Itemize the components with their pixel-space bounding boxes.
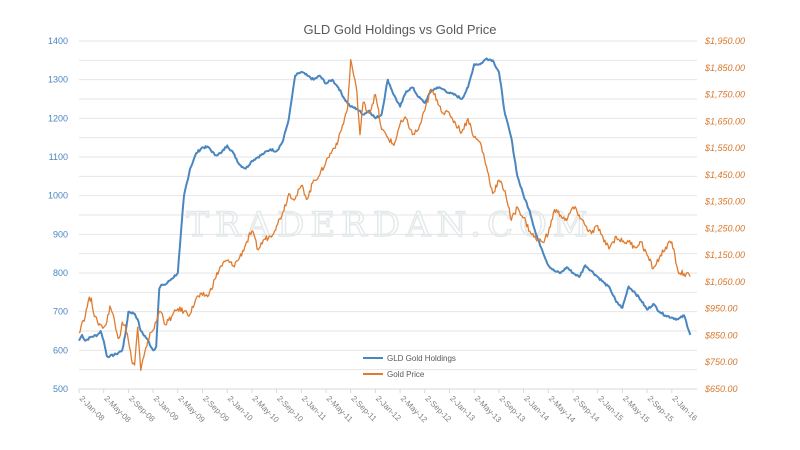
y-right-tick-label: $1,650.00 <box>704 116 745 126</box>
x-tick-label: 2-Sep-11 <box>349 394 379 424</box>
y-left-tick-label: 1100 <box>49 152 68 162</box>
x-axis: 2-Jan-082-May-082-Sep-082-Jan-092-May-09… <box>78 388 699 425</box>
x-tick-label: 2-Jan-16 <box>670 394 699 423</box>
y-axis-right: $1,950.00 $1,850.00 $1,750.00 $1,650.00 $1,5… <box>704 36 745 394</box>
y-axis-left: 1400 1300 1200 1100 1000 900 800 700 600 500 <box>48 36 68 394</box>
y-right-tick-label: $650.00 <box>704 384 738 394</box>
watermark: TRADERDAN.COM <box>186 205 593 245</box>
y-left-tick-label: 1000 <box>48 191 68 201</box>
x-tick-label: 2-Jan-14 <box>522 394 551 423</box>
y-right-tick-label: $1,350.00 <box>704 197 745 207</box>
series-line-gld-holdings <box>78 57 692 359</box>
x-tick-label: 2-Jan-11 <box>300 394 329 423</box>
chart-title: GLD Gold Holdings vs Gold Price <box>304 22 497 37</box>
y-right-tick-label: $1,450.00 <box>704 170 745 180</box>
legend: GLD Gold Holdings Gold Price <box>363 354 456 379</box>
y-right-tick-label: $1,550.00 <box>704 143 745 153</box>
y-left-tick-label: 1200 <box>48 113 68 123</box>
y-right-tick-label: $1,050.00 <box>704 277 745 287</box>
y-left-tick-label: 1300 <box>48 75 68 85</box>
y-right-tick-label: $1,150.00 <box>704 250 745 260</box>
y-right-tick-label: $1,850.00 <box>704 63 745 73</box>
x-tick-label: 2-Jan-12 <box>374 394 403 423</box>
x-tick-label: 2-Jan-13 <box>448 394 477 423</box>
legend-label-gold-price: Gold Price <box>387 370 425 379</box>
y-right-tick-label: $1,950.00 <box>704 36 745 46</box>
series-line-gold-price <box>78 59 691 371</box>
y-right-tick-label: $1,750.00 <box>704 90 745 100</box>
legend-label-holdings: GLD Gold Holdings <box>387 354 456 363</box>
y-right-tick-label: $950.00 <box>704 304 738 314</box>
y-left-tick-label: 800 <box>53 268 68 278</box>
y-left-tick-label: 900 <box>53 229 68 239</box>
y-left-tick-label: 500 <box>53 384 68 394</box>
y-left-tick-label: 1400 <box>48 36 68 46</box>
x-tick-label: 2-Jan-08 <box>78 394 107 423</box>
y-right-tick-label: $750.00 <box>704 357 738 367</box>
y-left-tick-label: 700 <box>53 307 68 317</box>
x-tick-label: 2-Jan-10 <box>226 394 255 423</box>
y-left-tick-label: 600 <box>53 345 68 355</box>
x-tick-label: 2-Jan-09 <box>152 394 181 423</box>
series-group <box>78 57 692 371</box>
y-right-tick-label: $1,250.00 <box>704 223 745 233</box>
x-tick-label: 2-Jan-15 <box>596 394 625 423</box>
y-right-tick-label: $850.00 <box>704 330 738 340</box>
